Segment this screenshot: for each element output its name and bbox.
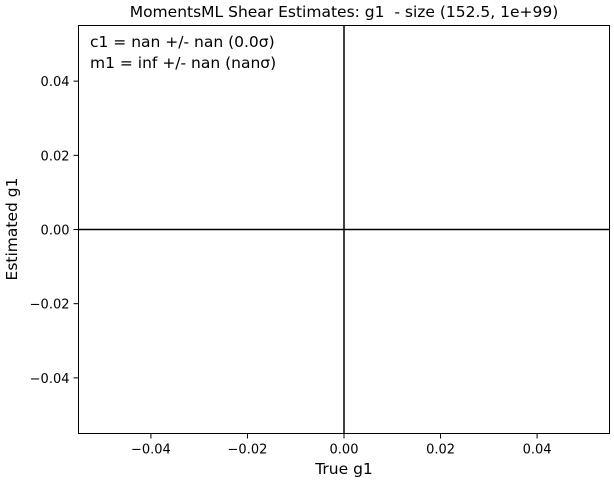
annotation: c1 = nan +/- nan (0.0σ) xyxy=(90,33,275,51)
x-tick-label: −0.04 xyxy=(131,443,171,458)
y-tick-label: 0.04 xyxy=(41,75,70,90)
x-tick-label: 0.04 xyxy=(523,443,552,458)
y-tick-label: −0.02 xyxy=(30,298,70,313)
y-axis-label: Estimated g1 xyxy=(3,178,21,281)
x-axis-label: True g1 xyxy=(314,460,373,478)
chart-title: MomentsML Shear Estimates: g1 - size (15… xyxy=(130,3,559,21)
x-tick-label: 0.00 xyxy=(330,443,359,458)
y-tick-label: 0.00 xyxy=(41,224,70,239)
y-tick-label: −0.04 xyxy=(30,372,70,387)
x-tick-label: −0.02 xyxy=(228,443,268,458)
x-tick-label: 0.02 xyxy=(426,443,455,458)
y-tick-label: 0.02 xyxy=(41,149,70,164)
annotation: m1 = inf +/- nan (nanσ) xyxy=(90,54,276,72)
